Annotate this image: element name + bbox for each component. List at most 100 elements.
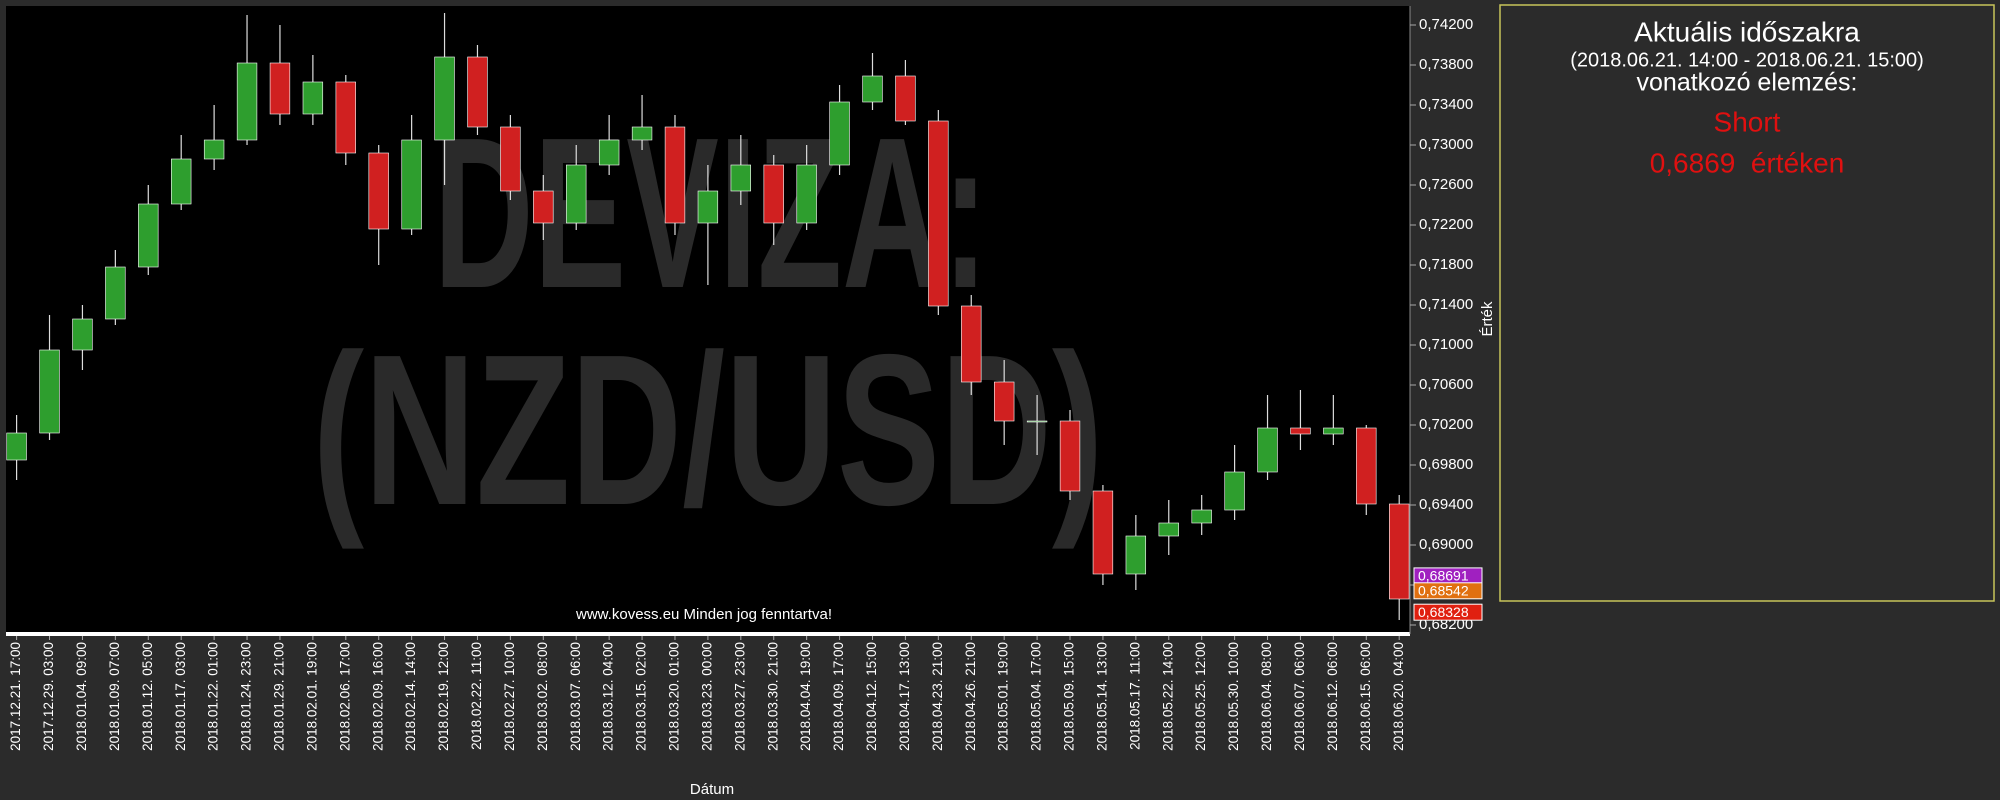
candle-body xyxy=(500,126,521,192)
x-tick-label: 2018.06.20. 04:00 xyxy=(1391,642,1406,751)
analysis-panel xyxy=(1499,4,1995,602)
x-tick-label: 2018.05.09. 15:00 xyxy=(1062,642,1077,751)
candle-body xyxy=(598,139,620,166)
candle-body xyxy=(302,81,324,115)
x-tick-label: 2018.05.01. 19:00 xyxy=(996,642,1011,751)
x-axis-label: Dátum xyxy=(690,781,734,798)
x-tick-label: 2018.02.27. 10:00 xyxy=(502,642,517,751)
candle-body xyxy=(862,75,883,103)
x-tick-label: 2018.05.04. 17:00 xyxy=(1029,642,1044,751)
x-tick-label: 2018.05.25. 12:00 xyxy=(1193,642,1208,751)
x-tick-label: 2018.03.02. 08:00 xyxy=(535,642,550,751)
candle-body xyxy=(1257,427,1278,473)
candle-body xyxy=(796,164,817,224)
y-tick-label: 0,72600 xyxy=(1419,176,1473,193)
x-tick-label: 2018.05.22. 14:00 xyxy=(1160,642,1175,751)
x-tick-label: 2018.02.14. 14:00 xyxy=(403,642,418,751)
x-tick-label: 2017.12.21. 17:00 xyxy=(8,642,23,751)
x-tick-label: 2018.03.23. 00:00 xyxy=(699,642,714,751)
y-tick-label: 0,73000 xyxy=(1419,136,1473,153)
candle-body xyxy=(269,62,291,115)
x-tick-label: 2018.01.09. 07:00 xyxy=(107,642,122,751)
y-axis-label: Érték xyxy=(1479,301,1496,337)
candle-body xyxy=(72,318,93,351)
candle-body xyxy=(1323,427,1344,435)
x-tick-label: 2018.03.07. 06:00 xyxy=(568,642,583,751)
candle-body xyxy=(6,432,27,461)
candle-body xyxy=(1224,471,1245,511)
candle-body xyxy=(401,139,422,230)
candle-body xyxy=(467,56,488,128)
x-tick-label: 2018.03.12. 04:00 xyxy=(601,642,616,751)
price-label-box xyxy=(1413,603,1483,621)
y-tick-label: 0,69400 xyxy=(1419,496,1473,513)
x-tick-label: 2017.12.29. 03:00 xyxy=(41,642,56,751)
price-label: 0,68691 xyxy=(1418,568,1469,584)
x-tick-label: 2018.04.12. 15:00 xyxy=(864,642,879,751)
candle-body xyxy=(1092,490,1114,575)
candle-body xyxy=(895,75,916,122)
candle-body xyxy=(203,139,225,160)
x-tick-label: 2018.06.07. 06:00 xyxy=(1292,642,1307,751)
candle-body xyxy=(1158,522,1179,537)
x-tick-label: 2018.03.15. 02:00 xyxy=(634,642,649,751)
candle-body xyxy=(1059,420,1081,492)
candle-body xyxy=(171,158,192,205)
y-tick-label: 0,73800 xyxy=(1419,56,1473,73)
y-tick-label: 0,74200 xyxy=(1419,16,1473,33)
x-tick-label: 2018.02.06. 17:00 xyxy=(337,642,352,751)
x-tick-label: 2018.01.17. 03:00 xyxy=(173,642,188,751)
candle-body xyxy=(631,126,653,141)
x-tick-label: 2018.02.09. 16:00 xyxy=(370,642,385,751)
candle-body xyxy=(1026,420,1048,423)
candle-body xyxy=(664,126,686,224)
watermark-text: (NZD/USD) xyxy=(313,309,1104,550)
y-tick-label: 0,70200 xyxy=(1419,416,1473,433)
candle-body xyxy=(928,120,949,307)
x-tick-label: 2018.01.29. 21:00 xyxy=(272,642,287,751)
panel-subtitle: vonatkozó elemzés: xyxy=(1637,69,1858,97)
candle-body xyxy=(138,203,159,268)
candle-body xyxy=(1389,503,1410,600)
candle-body xyxy=(236,62,258,141)
candle-body xyxy=(697,190,719,224)
x-tick-label: 2018.06.04. 08:00 xyxy=(1259,642,1274,751)
candle-body xyxy=(1356,427,1377,505)
candle-body xyxy=(39,349,60,434)
candle-body xyxy=(566,164,587,224)
x-tick-label: 2018.05.17. 11:00 xyxy=(1127,642,1142,750)
y-tick-label: 0,72200 xyxy=(1419,216,1473,233)
candle-body xyxy=(829,101,850,166)
candle-body xyxy=(105,266,126,320)
y-tick-label: 0,71000 xyxy=(1419,336,1473,353)
candle-body xyxy=(993,381,1015,422)
price-label: 0,68328 xyxy=(1418,604,1469,620)
panel-period: (2018.06.21. 14:00 - 2018.06.21. 15:00) xyxy=(1570,49,1924,71)
y-tick-label: 0,73400 xyxy=(1419,96,1473,113)
x-tick-label: 2018.02.19. 12:00 xyxy=(436,642,451,751)
candle-body xyxy=(1290,427,1311,435)
x-tick-label: 2018.04.23. 21:00 xyxy=(930,642,945,751)
candle-body xyxy=(368,152,389,230)
candle-body xyxy=(1191,509,1212,524)
panel-title: Aktuális időszakra xyxy=(1634,16,1860,47)
x-tick-label: 2018.02.22. 11:00 xyxy=(469,642,484,750)
x-tick-label: 2018.04.04. 19:00 xyxy=(798,642,813,751)
y-tick-label: 0,70600 xyxy=(1419,376,1473,393)
price-label: 0,68542 xyxy=(1418,583,1469,599)
x-tick-label: 2018.05.14. 13:00 xyxy=(1094,642,1109,751)
y-tick-label: 0,69800 xyxy=(1419,456,1473,473)
panel-level: 0,6869 értéken xyxy=(1650,147,1845,178)
x-tick-label: 2018.06.15. 06:00 xyxy=(1358,642,1373,751)
candle-body xyxy=(961,305,982,383)
x-tick-label: 2018.04.09. 17:00 xyxy=(831,642,846,751)
x-tick-label: 2018.04.17. 13:00 xyxy=(897,642,912,751)
x-tick-label: 2018.01.12. 05:00 xyxy=(140,642,155,751)
candle-body xyxy=(335,81,356,154)
x-tick-label: 2018.04.26. 21:00 xyxy=(963,642,978,751)
x-tick-label: 2018.03.20. 01:00 xyxy=(667,642,682,751)
candle-body xyxy=(763,164,784,224)
y-tick-label: 0,69000 xyxy=(1419,536,1473,553)
x-tick-label: 2018.03.30. 21:00 xyxy=(765,642,780,751)
